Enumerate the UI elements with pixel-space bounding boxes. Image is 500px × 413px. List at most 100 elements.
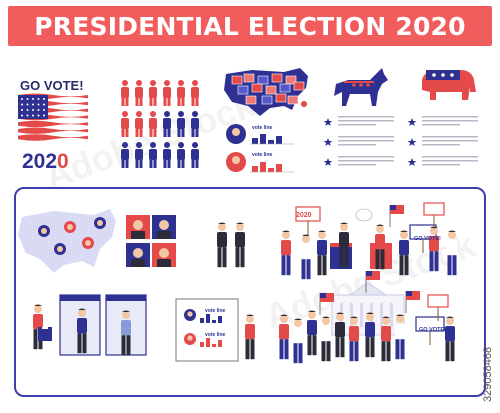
democrat-donkey-icon (334, 68, 388, 106)
white-house-column (350, 303, 353, 327)
text-line (422, 136, 478, 138)
person-torso (217, 232, 227, 248)
map-pin-face (85, 240, 91, 246)
flag-star (26, 98, 29, 100)
person-head (122, 111, 128, 117)
header-banner: PRESIDENTIAL ELECTION 2020 (8, 6, 492, 46)
flag-stripe (18, 120, 88, 128)
person-hair (246, 314, 254, 316)
white-house-column (360, 303, 363, 327)
person (245, 314, 255, 360)
person-leg (386, 341, 391, 362)
candidate-face (187, 335, 193, 341)
person-body (163, 87, 171, 98)
flag-stripe (18, 127, 88, 134)
person-torso (399, 240, 409, 256)
person-icon (191, 111, 199, 137)
person-icon (121, 142, 129, 168)
person-leg (181, 97, 185, 106)
poll-bar (212, 344, 216, 347)
donkey-body (334, 68, 388, 106)
map-pin-face (67, 224, 73, 230)
person-leg (153, 128, 157, 137)
person (317, 230, 327, 276)
speech-bubble-icon (355, 208, 373, 222)
year-last-digit: 0 (57, 150, 69, 173)
poll-bar (212, 320, 216, 323)
person-torso (121, 320, 131, 336)
presentation-board (175, 298, 239, 362)
person-head (136, 111, 142, 117)
person (279, 314, 289, 360)
flag-cloth (320, 293, 334, 302)
person-leg (195, 159, 199, 168)
flag-star (21, 114, 23, 117)
person-head (246, 315, 254, 323)
poll-bar (200, 318, 204, 323)
portrait-face (159, 248, 169, 258)
person (339, 222, 349, 268)
voter-people-grid (121, 80, 199, 168)
person-leg (381, 341, 386, 362)
person-hair (322, 316, 330, 318)
person-head (136, 80, 142, 86)
person-leg (195, 97, 199, 106)
poll-bar (218, 340, 222, 347)
person-hair (448, 230, 456, 232)
state-region (265, 85, 277, 95)
flag-cloth (406, 291, 420, 300)
go-vote-heading: GO VOTE! (20, 78, 84, 93)
person-leg (250, 339, 255, 360)
person-head (150, 111, 156, 117)
person-leg (135, 97, 139, 106)
state-region (261, 95, 273, 105)
flag-star (26, 103, 29, 106)
flag-canton (320, 293, 326, 298)
person-leg (307, 335, 312, 356)
booth-top (106, 295, 146, 301)
person-leg (126, 335, 131, 356)
person-hair (396, 314, 404, 316)
white-house-column (380, 303, 383, 327)
flag-star (26, 114, 29, 117)
person-hair (340, 222, 348, 224)
person-torso (235, 232, 245, 248)
person-leg (447, 255, 452, 276)
person-leg (434, 251, 439, 272)
flag-cloth (390, 205, 404, 214)
person-icon (191, 80, 199, 106)
poll-bar (276, 164, 282, 172)
usa-flag-icon (18, 93, 88, 141)
person-leg (245, 339, 250, 360)
person-leg (163, 159, 167, 168)
person (77, 308, 87, 354)
bullet-star-icon (323, 158, 333, 166)
person-hair (280, 314, 288, 316)
person-torso (279, 324, 289, 340)
flag-star (43, 114, 45, 117)
person-leg (82, 333, 87, 354)
flag-star (37, 98, 40, 100)
person-leg (235, 247, 240, 268)
person (281, 230, 291, 276)
donkey-star (359, 83, 363, 87)
person-leg (177, 159, 181, 168)
person-torso (365, 322, 375, 338)
person-leg (400, 339, 405, 360)
portrait-suit (157, 259, 171, 267)
text-line (422, 140, 478, 142)
bullet-star-icon (407, 118, 417, 126)
person-head (382, 317, 390, 325)
poll-bar (268, 140, 274, 144)
person-head (236, 223, 244, 231)
candidate-poll-chart (226, 124, 294, 173)
person-body (121, 149, 129, 160)
person-leg (335, 337, 340, 358)
text-line (338, 120, 394, 122)
person-leg (326, 341, 331, 362)
person-body (191, 87, 199, 98)
person-body (191, 149, 199, 160)
person-leg (293, 343, 298, 364)
person (395, 314, 405, 360)
person-body (149, 118, 157, 129)
